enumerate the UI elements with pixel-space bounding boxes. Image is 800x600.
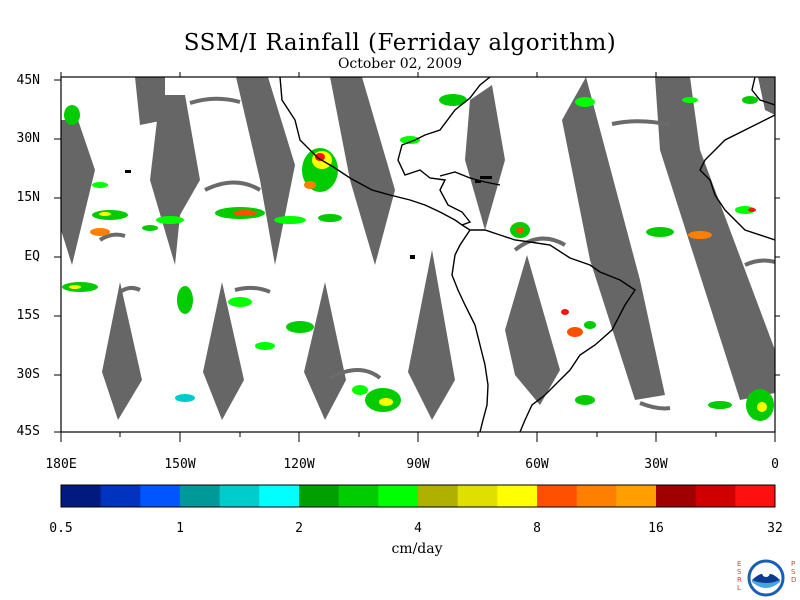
rain-patches: [62, 94, 774, 421]
x-label-30w: 30W: [644, 457, 668, 472]
swath-arc: [744, 258, 775, 267]
islands: [125, 170, 492, 259]
colorbar-swatch: [656, 485, 697, 507]
colorbar-label: 2: [295, 521, 303, 536]
coastline-africa: [699, 114, 775, 241]
rain-patch-south-atlantic: [575, 389, 774, 421]
swath-gap: [304, 282, 346, 420]
colorbar-swatch: [576, 485, 617, 507]
swath-gaps: [61, 77, 775, 420]
swath-gap: [465, 85, 505, 230]
colorbar-swatch: [61, 485, 102, 507]
y-label-45n: 45N: [16, 73, 40, 88]
colorbar-label: 1: [176, 521, 184, 536]
swath-gap: [505, 255, 560, 405]
x-label-90w: 90W: [406, 457, 430, 472]
swath-arc: [118, 285, 141, 294]
swath-gap: [655, 77, 775, 400]
rain-patch-mexico-pacific: [302, 148, 338, 192]
y-label-15s: 15S: [16, 308, 40, 323]
x-label-0: 0: [771, 457, 779, 472]
coastline-north-america: [279, 77, 491, 226]
swath-arc: [639, 401, 671, 411]
colorbar-swatch: [735, 485, 776, 507]
axis-ticks: [54, 72, 780, 442]
y-label-30n: 30N: [16, 131, 40, 146]
swath-arcs: [98, 96, 775, 411]
island: [125, 170, 131, 173]
island: [475, 180, 481, 183]
swath-gap: [758, 77, 775, 115]
colorbar-units: cm/day: [391, 541, 443, 557]
y-label-15n: 15N: [16, 190, 40, 205]
y-label-eq: EQ: [24, 249, 40, 264]
swath-gap: [203, 282, 244, 420]
colorbar-swatch: [378, 485, 419, 507]
colorbar-swatch: [180, 485, 221, 507]
map-date: October 02, 2009: [337, 56, 463, 72]
island: [410, 255, 415, 259]
colorbar-swatch: [299, 485, 340, 507]
colorbar-swatch: [140, 485, 181, 507]
island: [480, 176, 492, 179]
x-label-180e: 180E: [45, 457, 77, 472]
rain-patch-south-pacific-front: [175, 385, 401, 412]
colorbar-label: 8: [533, 521, 541, 536]
colorbar-swatch: [338, 485, 379, 507]
y-label-45s: 45S: [16, 424, 40, 439]
map-title: SSM/I Rainfall (Ferriday algorithm): [183, 30, 617, 56]
swath-arc: [189, 96, 241, 105]
swath-arc: [234, 285, 271, 294]
swath-gap: [135, 77, 165, 125]
rain-patch-north-atlantic: [64, 94, 758, 188]
swath-gap: [330, 77, 395, 265]
swath-gap: [102, 282, 142, 420]
x-label-150w: 150W: [164, 457, 196, 472]
colorbar-swatch: [457, 485, 498, 507]
rain-patch-itcz-west: [90, 207, 342, 236]
colorbar-swatch: [616, 485, 657, 507]
swath-arc: [329, 368, 382, 380]
colorbar-label: 16: [648, 521, 664, 536]
rain-patch-south-america: [561, 309, 596, 337]
colorbar-swatch: [100, 485, 141, 507]
swath-gap: [61, 120, 95, 265]
swath-gap: [408, 250, 455, 420]
swath-gap: [562, 77, 665, 400]
y-label-30s: 30S: [16, 367, 40, 382]
coastlines: [279, 77, 775, 432]
colorbar-swatch: [695, 485, 736, 507]
colorbar-swatch: [418, 485, 459, 507]
swath-arc: [204, 180, 262, 192]
colorbar-swatch: [259, 485, 300, 507]
coastline-south-america: [451, 224, 636, 432]
swath-arc: [513, 236, 567, 252]
coastline-europe: [751, 77, 775, 106]
colorbar-frame: [60, 484, 776, 508]
colorbar-swatch: [497, 485, 538, 507]
colorbar-swatch: [537, 485, 578, 507]
noaa-emblem: [747, 559, 785, 597]
rain-patch-south-pacific: [62, 282, 314, 350]
x-label-60w: 60W: [525, 457, 549, 472]
colorbar: [61, 485, 776, 507]
colorbar-swatch: [219, 485, 260, 507]
swath-arc: [98, 232, 126, 242]
x-label-120w: 120W: [283, 457, 315, 472]
colorbar-label: 32: [767, 521, 783, 536]
colorbar-label: 0.5: [49, 521, 73, 536]
coastline-caribbean: [439, 171, 501, 186]
swath-arc: [611, 119, 671, 127]
rain-patch-itcz-atlantic: [510, 206, 756, 239]
swath-gap: [150, 95, 200, 265]
colorbar-label: 4: [414, 521, 422, 536]
